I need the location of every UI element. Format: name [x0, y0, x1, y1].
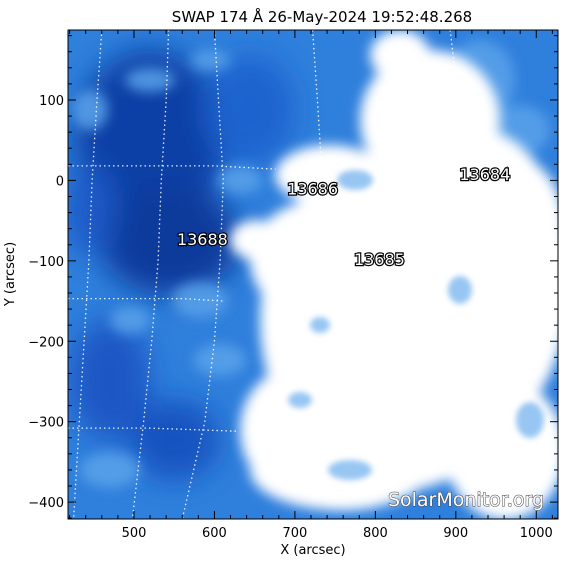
solar-image — [68, 30, 558, 519]
x-tick-label: 1000 — [520, 526, 553, 541]
grid-longitude-line — [311, 30, 323, 165]
mottled-regions — [72, 40, 550, 508]
y-tick-label: −300 — [28, 416, 64, 431]
y-axis-title: Y (arcsec) — [3, 242, 18, 307]
plot-frame — [67, 29, 559, 520]
dark-corona-regions — [68, 50, 295, 480]
y-tick-label: 0 — [56, 174, 64, 189]
y-tick-label: 100 — [39, 94, 64, 109]
active-region-labels: 13688 13686 13685 13684 — [176, 164, 512, 271]
x-tick-label: 600 — [202, 526, 227, 541]
y-tick-label: −400 — [28, 496, 64, 511]
active-region-label: 13685 — [354, 250, 405, 269]
active-region-label: 13684 — [459, 165, 510, 184]
x-tick-label: 700 — [282, 526, 307, 541]
x-tick-label: 500 — [122, 526, 147, 541]
bright-region-wisps — [288, 170, 544, 480]
plot-title: SWAP 174 Å 26-May-2024 19:52:48.268 — [172, 7, 472, 26]
grid-longitude-line — [449, 30, 467, 149]
x-tick-label: 900 — [443, 526, 468, 541]
grid-latitude-line — [68, 427, 239, 432]
active-region-label: 13688 — [177, 230, 228, 249]
x-axis-title: X (arcsec) — [280, 543, 345, 558]
y-tick-label: −100 — [28, 255, 64, 270]
y-tick-label: −200 — [28, 335, 64, 350]
grid-longitude-line — [131, 30, 170, 519]
grid-longitude-line — [181, 30, 224, 519]
x-tick-label: 800 — [363, 526, 388, 541]
active-region-label: 13686 — [287, 179, 338, 198]
watermark: SolarMonitor.org — [388, 489, 544, 511]
grid-longitude-line — [72, 30, 103, 519]
coordinate-grid — [68, 30, 467, 519]
